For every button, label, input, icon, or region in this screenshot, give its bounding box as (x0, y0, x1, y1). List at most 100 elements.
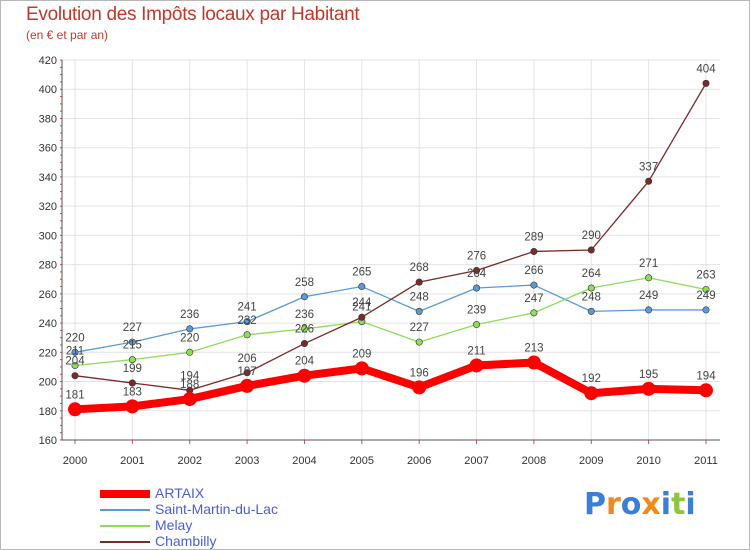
data-point (243, 318, 251, 326)
legend-swatch (100, 509, 150, 511)
data-label: 181 (65, 389, 84, 401)
logo-letter: r (606, 487, 621, 522)
data-label: 196 (410, 367, 429, 379)
legend-label: ARTAIX (155, 485, 205, 501)
data-label: 195 (639, 369, 658, 381)
data-point (415, 338, 423, 346)
y-tick-label: 280 (39, 260, 57, 272)
data-point (473, 321, 481, 329)
data-point (182, 392, 197, 407)
data-point (71, 361, 79, 369)
legend-item: Melay (100, 517, 400, 534)
data-label: 248 (410, 291, 429, 303)
proxiti-logo: Proxiti (584, 487, 696, 522)
data-point (354, 361, 369, 376)
data-point (641, 381, 656, 396)
data-point (300, 293, 308, 301)
data-label: 268 (410, 262, 429, 274)
data-point (243, 369, 251, 377)
series-line-saint-martin-du-lac (74, 284, 706, 353)
x-tick-label: 2010 (636, 455, 660, 467)
y-tick-label: 240 (39, 318, 57, 330)
chart-title: Evolution des Impôts locaux par Habitant (26, 4, 360, 25)
legend-item: Chambilly (100, 533, 400, 550)
data-point (300, 325, 308, 333)
y-tick-label: 300 (39, 230, 57, 242)
y-tick-label: 320 (39, 201, 57, 213)
legend-swatch (100, 541, 150, 543)
x-tick-label: 2006 (407, 455, 431, 467)
data-label: 236 (180, 309, 199, 321)
data-point (128, 356, 136, 364)
data-label: 188 (180, 379, 199, 391)
data-label: 404 (696, 63, 716, 75)
data-label: 337 (639, 161, 658, 173)
data-point (297, 368, 312, 383)
data-label: 227 (123, 322, 142, 334)
x-tick-label: 2002 (177, 455, 201, 467)
legend-label: Chambilly (155, 533, 217, 549)
x-tick-label: 2003 (235, 455, 259, 467)
data-point (702, 79, 710, 87)
legend-swatch (100, 525, 150, 527)
x-tick-label: 2007 (464, 455, 488, 467)
data-label: 244 (352, 297, 372, 309)
legend: ARTAIX Saint-Martin-du-Lac Melay Chambilly (100, 485, 400, 550)
series-line-melay (74, 277, 707, 367)
data-label: 220 (180, 332, 199, 344)
data-label: 241 (237, 302, 256, 314)
x-tick-label: 2001 (120, 455, 144, 467)
data-label: 211 (66, 345, 84, 357)
data-label: 197 (237, 366, 256, 378)
data-label: 232 (237, 315, 256, 327)
data-point (702, 306, 710, 314)
data-point (243, 331, 251, 339)
x-tick-label: 2005 (350, 455, 374, 467)
logo-letter: x (641, 487, 661, 522)
data-point (186, 325, 194, 333)
y-tick-label: 380 (39, 113, 57, 125)
data-point (473, 266, 481, 274)
data-point (128, 379, 136, 387)
logo-letter: o (620, 487, 642, 522)
y-tick-label: 340 (39, 172, 57, 184)
data-label: 290 (582, 230, 601, 242)
series-line-artaix (74, 358, 707, 414)
legend-label: Melay (155, 517, 193, 533)
data-point (125, 399, 140, 414)
data-label: 209 (352, 348, 371, 360)
y-tick-label: 200 (39, 377, 57, 389)
data-point (186, 348, 194, 356)
x-tick-label: 2000 (63, 455, 87, 467)
data-point (530, 281, 538, 289)
data-point (71, 372, 79, 380)
data-label: 263 (696, 269, 715, 281)
logo-letter: i (685, 487, 696, 522)
data-label: 226 (295, 324, 314, 336)
x-tick-label: 2009 (579, 455, 603, 467)
data-label: 276 (467, 250, 486, 262)
data-label: 258 (295, 277, 314, 289)
data-point (526, 355, 541, 370)
logo-letter: t (671, 487, 686, 522)
data-label: 215 (123, 340, 142, 352)
data-label: 213 (524, 343, 543, 355)
chart-subtitle: (en € et par an) (26, 28, 109, 42)
data-label: 249 (639, 290, 658, 302)
data-point (530, 247, 538, 255)
data-point (699, 383, 713, 398)
legend-swatch (100, 490, 150, 498)
data-label: 227 (410, 322, 429, 334)
data-label: 289 (524, 231, 543, 243)
x-tick-label: 2004 (292, 455, 316, 467)
data-point (702, 285, 710, 293)
data-label: 266 (524, 265, 543, 277)
data-label: 206 (237, 353, 256, 365)
data-label: 220 (65, 332, 84, 344)
data-point (415, 307, 423, 315)
data-point (358, 283, 366, 291)
data-point (240, 378, 255, 393)
data-label: 204 (65, 356, 85, 368)
